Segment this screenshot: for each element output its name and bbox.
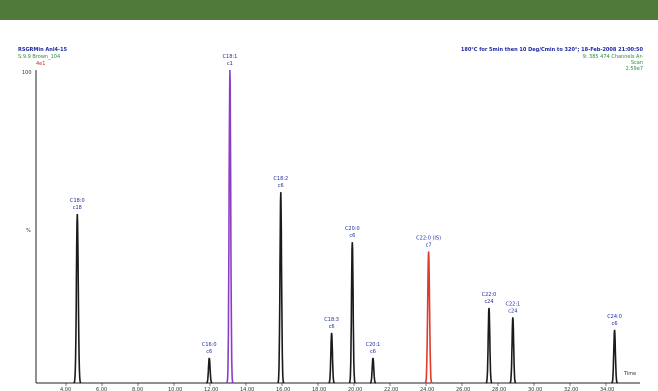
peak-sublabel: c6	[329, 324, 335, 330]
method-title: 180°C for 5min then 10 Deg/Cmin to 320°;…	[460, 47, 643, 53]
peak-sublabel: c6	[349, 233, 355, 239]
peak-label: C22:0 (IS)	[416, 236, 441, 242]
x-tick-label: 22.00	[384, 387, 398, 391]
peak-c22-0	[424, 251, 433, 384]
peak-label: C18:1	[223, 54, 238, 60]
sample-title: RSGRMin Anl4-15	[18, 47, 68, 53]
peak-sublabel: c7	[426, 243, 432, 249]
peak-label: C20:0	[345, 226, 360, 232]
x-tick-label: 30.00	[528, 387, 542, 391]
peak-c24-0	[611, 329, 618, 384]
peak-c22-0	[485, 307, 493, 384]
scan-label: Scan	[630, 60, 643, 66]
x-tick-label: 14.00	[240, 387, 254, 391]
x-tick-label: 24.00	[420, 387, 434, 391]
x-tick-label: 34.00	[600, 387, 614, 391]
peak-sublabel: c18	[73, 205, 82, 211]
x-tick-label: 26.00	[456, 387, 470, 391]
peak-label: C24:0	[607, 314, 622, 320]
peak-c20-1	[369, 357, 377, 384]
peak-c16-0	[206, 357, 213, 384]
x-tick-label: 12.00	[204, 387, 218, 391]
x-tick-label: 20.00	[348, 387, 362, 391]
sample-subtitle: S:9.9 Brown_104	[18, 54, 61, 60]
peak-sublabel: c6	[370, 349, 376, 355]
peak-label: C22:0	[482, 292, 497, 298]
peak-label: C18:0	[70, 198, 85, 204]
channel-info: 9: 385 474 Channels Ar-	[582, 54, 643, 60]
peak-label: C22:1	[505, 301, 520, 307]
peak-label: C20:1	[366, 342, 381, 348]
peak-sublabel: c6	[612, 321, 618, 327]
peak-sublabel: c6	[278, 183, 284, 189]
x-tick-label: 32.00	[564, 387, 578, 391]
peak-c18-3	[328, 332, 335, 384]
x-tick-label: 28.00	[492, 387, 506, 391]
y-tick-mid: %	[26, 228, 31, 234]
x-tick-label: 6.00	[96, 387, 107, 391]
top-banner	[0, 0, 658, 20]
peak-c20-0	[348, 242, 356, 384]
peak-sublabel: c24	[508, 308, 517, 314]
x-tick-label: 4.00	[60, 387, 71, 391]
x-tick-label: 10.00	[168, 387, 182, 391]
legend-small: 4e1	[36, 61, 46, 67]
peak-c18-2	[277, 192, 285, 384]
peak-c18-1	[226, 69, 234, 384]
intensity-label: 2.59e7	[625, 66, 643, 72]
peak-sublabel: c6	[206, 349, 212, 355]
x-tick-label: 16.00	[276, 387, 290, 391]
peak-label: C18:2	[273, 176, 288, 182]
peak-sublabel: c24	[484, 299, 493, 305]
peak-sublabel: c1	[227, 61, 233, 67]
x-axis-label: Time	[623, 371, 636, 377]
x-tick-label: 18.00	[312, 387, 326, 391]
x-tick-label: 8.00	[132, 387, 143, 391]
peak-c22-1	[509, 317, 517, 384]
peak-c18-0	[73, 213, 82, 384]
peak-label: C18:3	[324, 317, 339, 323]
y-tick-top: 100	[22, 70, 32, 76]
peak-label: C16:0	[202, 342, 217, 348]
